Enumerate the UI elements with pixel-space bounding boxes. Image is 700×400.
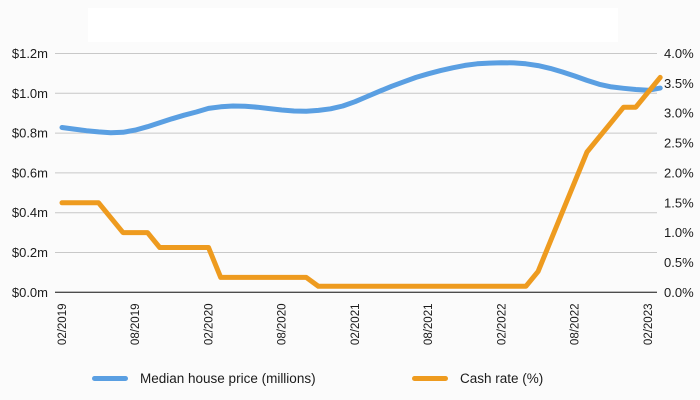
right-axis-tick-label: 1.5% (664, 195, 694, 210)
right-axis-tick-label: 4.0% (664, 46, 694, 61)
x-axis-tick-label: 08/2019 (130, 304, 142, 346)
left-axis-tick-label: $1.0m (12, 86, 48, 101)
legend-label: Cash rate (%) (460, 370, 544, 386)
x-axis-tick-label: 02/2020 (203, 304, 215, 346)
median-house-price-line (59, 60, 663, 136)
right-axis-tick-label: 2.5% (664, 136, 694, 151)
x-axis-tick-label: 02/2022 (496, 304, 508, 346)
blue-line-swatch (92, 375, 128, 381)
left-axis-tick-label: $0.6m (12, 165, 48, 180)
left-axis-tick-label: $0.2m (12, 245, 48, 260)
legend: Median house price (millions) Cash rate … (0, 369, 700, 389)
right-axis-tick-label: 3.0% (664, 106, 694, 121)
right-axis-tick-label: 0.5% (664, 255, 694, 270)
left-axis-tick-label: $0.8m (12, 126, 48, 141)
right-axis-tick-label: 1.0% (664, 225, 694, 240)
x-axis-tick-label: 02/2021 (350, 304, 362, 346)
cash-rate-line (59, 74, 663, 289)
orange-line-swatch (412, 375, 448, 381)
x-axis-tick-label: 08/2020 (277, 304, 289, 346)
x-axis-tick-label: 02/2023 (643, 304, 655, 346)
left-axis-tick-label: $0.4m (12, 205, 48, 220)
right-axis-tick-label: 3.5% (664, 76, 694, 91)
x-axis-tick-label: 08/2021 (423, 304, 435, 346)
right-axis-tick-label: 2.0% (664, 165, 694, 180)
legend-item-cash-rate: Cash rate (%) (412, 369, 543, 387)
left-axis-tick-label: $0.0m (12, 285, 48, 300)
x-axis-tick-label: 08/2022 (570, 304, 582, 346)
right-axis-tick-label: 0.0% (664, 285, 694, 300)
x-axis-tick-label: 02/2019 (57, 304, 69, 346)
legend-item-median-house-price: Median house price (millions) (92, 369, 316, 387)
legend-label: Median house price (millions) (140, 370, 316, 386)
left-axis-tick-label: $1.2m (12, 46, 48, 61)
title-area-blank (88, 8, 618, 42)
